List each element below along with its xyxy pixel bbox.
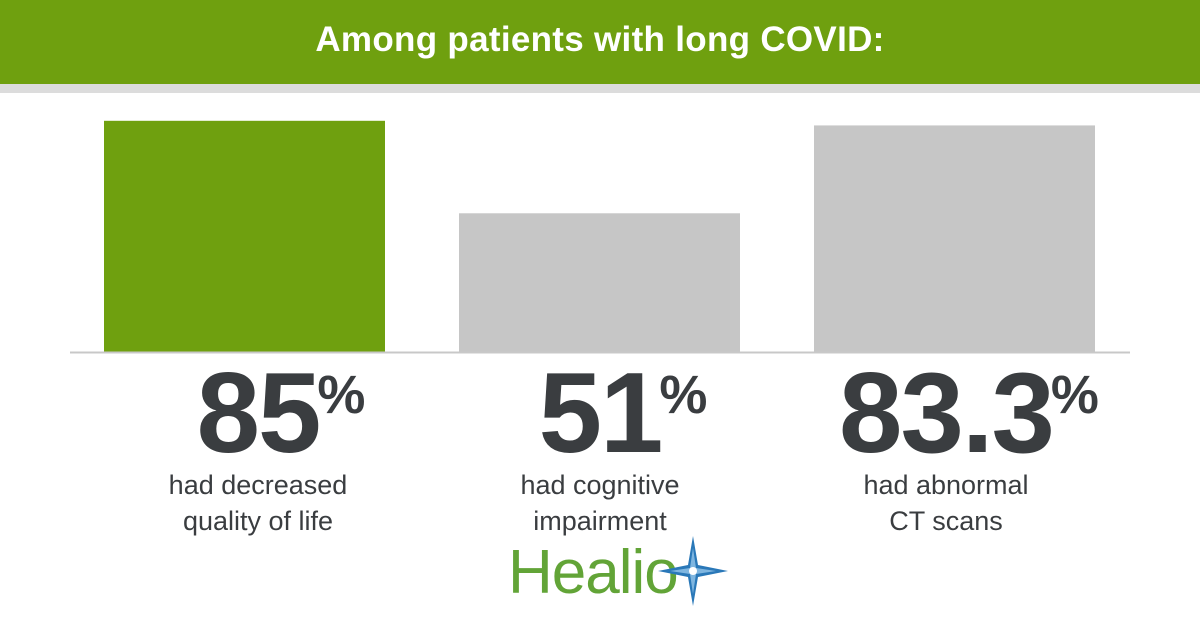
bar-2	[459, 213, 740, 352]
stat-decreased-quality-of-life: 85% had decreased quality of life	[88, 357, 428, 539]
stat-label: had decreased quality of life	[88, 467, 428, 539]
page-title: Among patients with long COVID:	[315, 20, 885, 59]
stat-label: had cognitive impairment	[430, 467, 770, 539]
stat-label-line: quality of life	[182, 506, 334, 536]
stat-abnormal-ct-scans: 83.3% had abnormal CT scans	[776, 357, 1116, 539]
stat-label: had abnormal CT scans	[776, 467, 1116, 539]
stat-label-line: had cognitive	[520, 470, 680, 500]
star-icon	[658, 536, 728, 606]
stat-number: 85	[196, 350, 322, 477]
stat-number: 51	[538, 350, 664, 477]
stat-value: 83.3%	[839, 357, 1099, 471]
healio-logo: Healio	[508, 536, 728, 608]
stat-label-line: had decreased	[168, 470, 348, 500]
logo-wordmark: Healio	[508, 538, 679, 607]
bar-1	[104, 120, 385, 352]
percent-sign: %	[1050, 365, 1099, 425]
stat-number: 83.3	[839, 350, 1055, 477]
bar-3	[814, 125, 1095, 352]
stat-label-line: impairment	[533, 506, 667, 536]
percent-sign: %	[317, 365, 366, 425]
header-divider	[0, 84, 1200, 93]
header-banner: Among patients with long COVID:	[0, 0, 1200, 84]
stat-value: 51%	[539, 357, 708, 471]
stat-label-line: CT scans	[889, 506, 1003, 536]
stat-value: 85%	[197, 357, 366, 471]
percent-sign: %	[659, 365, 708, 425]
stat-label-line: had abnormal	[863, 470, 1029, 500]
stat-cognitive-impairment: 51% had cognitive impairment	[430, 357, 770, 539]
